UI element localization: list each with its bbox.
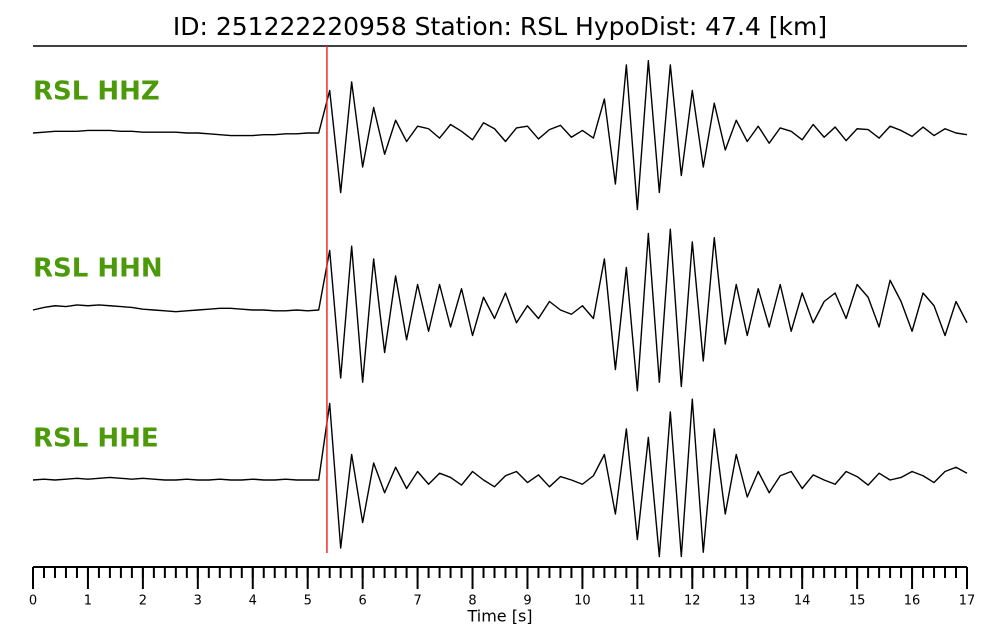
x-tick-label: 13 xyxy=(739,594,756,609)
x-tick-label: 2 xyxy=(139,594,147,609)
x-tick-label: 11 xyxy=(629,594,646,609)
x-tick-label: 16 xyxy=(904,594,921,609)
x-tick-label: 12 xyxy=(684,594,701,609)
x-tick-label: 4 xyxy=(249,594,257,609)
x-tick-label: 9 xyxy=(523,594,531,609)
x-tick-label: 5 xyxy=(304,594,312,609)
waveform xyxy=(32,398,968,558)
x-tick-label: 7 xyxy=(413,594,421,609)
x-tick-label: 3 xyxy=(194,594,202,609)
chart-title: ID: 251222220958 Station: RSL HypoDist: … xyxy=(173,12,827,41)
x-tick-label: 6 xyxy=(359,594,367,609)
waveform xyxy=(32,228,968,392)
trace-label: RSL HHZ xyxy=(33,77,160,107)
x-tick-label: 0 xyxy=(29,594,37,609)
x-axis-label: Time [s] xyxy=(466,607,532,626)
x-tick-label: 17 xyxy=(959,594,976,609)
x-tick-label: 1 xyxy=(84,594,92,609)
trace-label: RSL HHN xyxy=(33,254,163,284)
trace-label: RSL HHE xyxy=(33,424,159,454)
x-tick-label: 10 xyxy=(574,594,591,609)
waveform xyxy=(32,60,968,211)
x-tick-label: 15 xyxy=(849,594,866,609)
x-tick-label: 14 xyxy=(794,594,811,609)
x-tick-label: 8 xyxy=(468,594,476,609)
